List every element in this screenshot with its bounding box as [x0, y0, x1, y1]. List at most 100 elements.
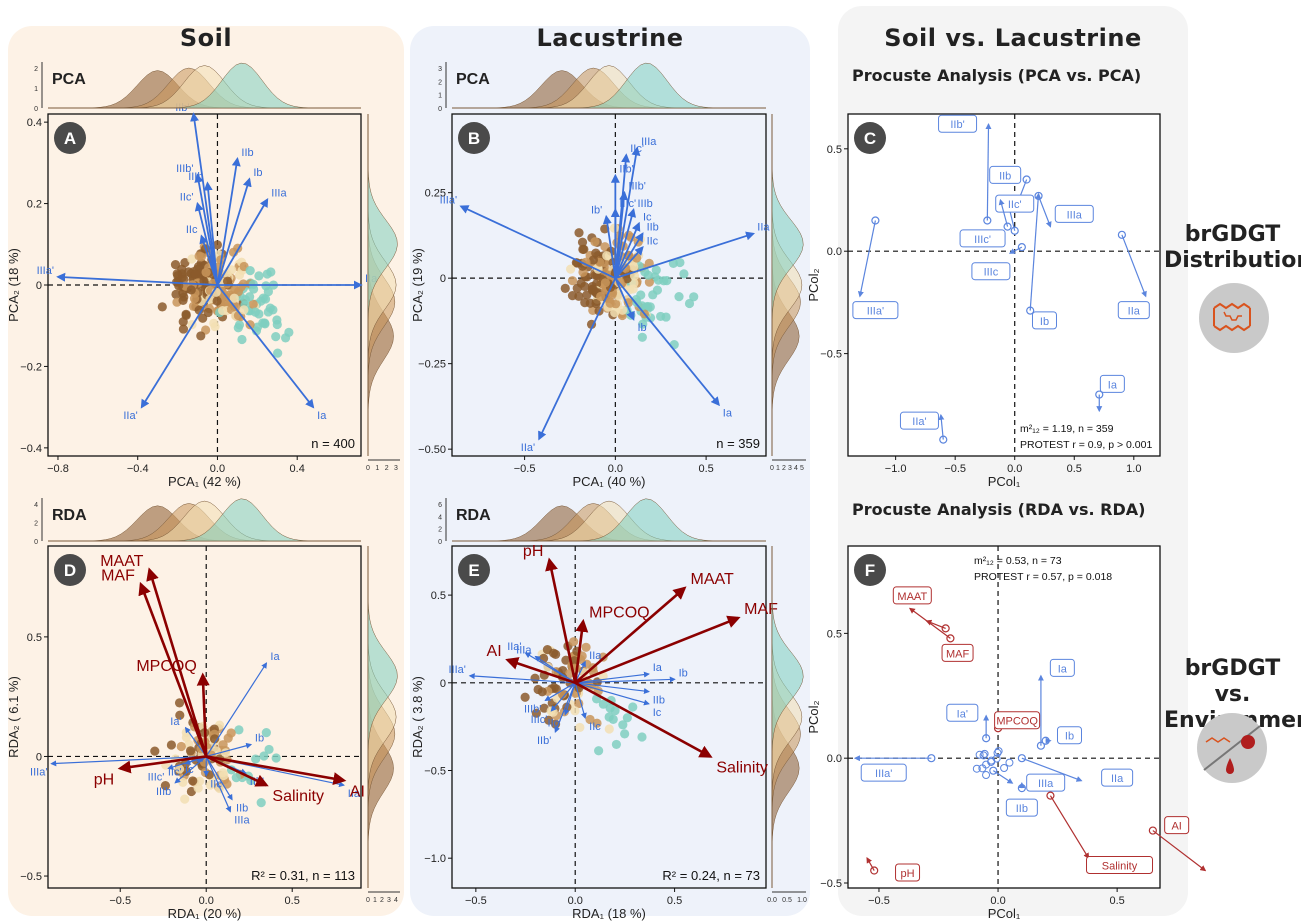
loading-label: Ib	[253, 167, 262, 179]
loading-arrow	[140, 284, 219, 409]
env-label: AI	[1171, 821, 1181, 833]
loading-label-box	[1049, 658, 1075, 677]
data-point	[531, 708, 542, 718]
procrustes-rda-title: Procuste Analysis (RDA vs. RDA)	[852, 500, 1146, 519]
data-point	[230, 285, 240, 295]
loading-label: IIa	[1111, 773, 1124, 785]
right-density-tick: 2	[782, 465, 786, 472]
loading-arrow	[614, 277, 635, 321]
data-point	[675, 257, 685, 268]
right-density-tick: 0	[366, 465, 370, 472]
loading-arrow	[203, 181, 219, 286]
top-density-tick: 6	[438, 502, 442, 509]
data-point	[157, 302, 167, 312]
loading-arrow	[998, 198, 1009, 227]
data-point	[234, 725, 244, 735]
panel-F: −0.5 0.0 0.5 −0.5 0.0 0.5 PCol₁ PCol₂ Ia Ia' IIIa'…	[806, 545, 1207, 921]
loading-label: IIb	[241, 147, 253, 159]
loading-label: IIb'	[950, 119, 964, 131]
loading-label: IIIa	[516, 644, 532, 656]
data-point	[180, 794, 190, 804]
top-density	[48, 62, 361, 109]
y-tick-label: −0.50	[418, 444, 446, 456]
data-point	[569, 637, 579, 647]
env-arrow	[574, 615, 741, 685]
data-point	[178, 324, 189, 334]
data-point	[602, 251, 612, 261]
loading-label: Ia'	[170, 716, 181, 728]
loading-cluster-point	[992, 754, 1001, 763]
data-point	[180, 257, 190, 268]
y-axis-title: RDA₂ ( 3.8 %)	[410, 676, 425, 758]
data-point	[245, 292, 255, 302]
y-tick-label: 0	[440, 678, 446, 690]
right-density-tick: 1	[373, 897, 377, 904]
data-point	[577, 237, 588, 247]
procrustes-stat-2: PROTEST r = 0.57, p = 0.018	[974, 571, 1112, 583]
right-density-tick: 3	[387, 897, 391, 904]
data-point	[539, 703, 549, 713]
x-tick-label: −1.0	[885, 463, 907, 475]
data-point	[219, 770, 229, 781]
data-point	[611, 739, 622, 750]
right-density-tick: 0	[366, 897, 370, 904]
x-tick-label: −0.5	[868, 895, 890, 907]
loading-label: IIb	[999, 170, 1011, 182]
env-arrow	[205, 755, 347, 786]
data-point	[196, 331, 206, 341]
data-point	[170, 259, 181, 270]
data-point	[600, 278, 611, 288]
loading-arrow	[614, 208, 637, 279]
right-density-tick: 1	[776, 465, 780, 472]
distribution-label: brGDGT Distribution	[1164, 222, 1301, 274]
right-density-tick: 1	[375, 465, 379, 472]
env-arrow	[117, 755, 207, 774]
data-point	[178, 317, 188, 327]
top-density-tick: 0	[34, 539, 38, 546]
env-arrow	[866, 857, 875, 871]
env-label: pH	[94, 771, 114, 788]
data-point	[175, 710, 185, 720]
loading-label: IIIa'	[37, 265, 54, 277]
loading-label: Ib	[1040, 316, 1049, 328]
right-density-tick: 2	[385, 465, 389, 472]
y-tick-label: 0.25	[425, 188, 446, 200]
data-point	[590, 237, 600, 247]
loading-arrow	[205, 662, 268, 757]
data-point	[585, 714, 595, 725]
data-point	[258, 293, 268, 303]
loading-arrow	[614, 277, 720, 407]
data-point	[201, 267, 211, 277]
data-point	[637, 332, 647, 342]
x-tick-label: 0.5	[285, 895, 300, 907]
loading-cluster-point	[979, 751, 988, 760]
data-point	[591, 248, 601, 258]
loading-label-box	[938, 114, 978, 133]
data-point	[656, 311, 666, 322]
right-density-tick: 0	[770, 465, 774, 472]
loading-arrow	[575, 682, 650, 706]
data-point	[644, 277, 654, 287]
data-point	[542, 645, 553, 655]
x-axis-title: PCol₁	[988, 906, 1021, 921]
loading-arrow	[199, 234, 219, 286]
loading-cluster-point	[975, 750, 984, 759]
panel-badge-label: A	[64, 129, 76, 148]
env-arrow	[925, 619, 946, 629]
panel-B: −0.5 0.0 0.5 −0.50 −0.25 0 0.25 PCA₁ (40 %) PCA₂…	[410, 62, 806, 489]
env-arrow	[574, 681, 713, 758]
soil-column-title: Soil	[179, 24, 233, 52]
data-point	[259, 751, 269, 761]
data-point	[258, 318, 268, 328]
env-label: MAAT	[691, 571, 734, 588]
loading-label: IIIb	[156, 786, 171, 798]
loading-label: IIIa	[271, 188, 287, 200]
x-tick-label: 0.5	[667, 895, 682, 907]
data-point	[210, 734, 220, 744]
loading-label: IIc	[589, 721, 601, 733]
plot-frame	[451, 113, 767, 457]
x-tick-label: −0.5	[465, 895, 487, 907]
comparison-column-title: Soil vs. Lacustrine	[884, 24, 1142, 52]
data-point	[628, 702, 638, 712]
data-point	[226, 728, 236, 738]
